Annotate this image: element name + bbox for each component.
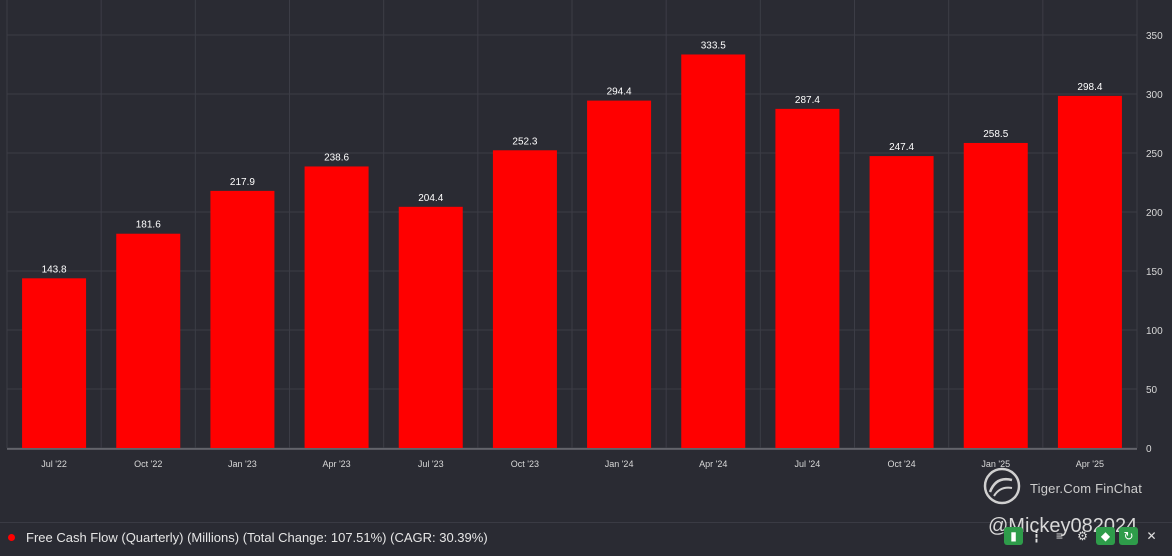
refresh-icon[interactable]: ↻ <box>1119 527 1138 545</box>
x-tick-label: Jan '23 <box>228 459 257 469</box>
y-tick-label: 100 <box>1146 326 1163 337</box>
bar[interactable] <box>963 142 1028 448</box>
bar-value-label: 204.4 <box>418 193 443 204</box>
bar-chart: 143.8 181.6 217.9 238.6 204.4 252.3 294.4 333.5… <box>6 0 1163 469</box>
bar-value-label: 247.4 <box>889 142 914 153</box>
x-tick-label: Apr '24 <box>699 459 727 469</box>
y-tick-label: 300 <box>1146 90 1163 101</box>
bar-value-label: 252.3 <box>512 136 537 147</box>
bar-value-label: 258.5 <box>983 129 1008 140</box>
x-tick-label: Apr '25 <box>1076 459 1104 469</box>
bar-value-label: 298.4 <box>1077 82 1102 93</box>
y-tick-label: 0 <box>1146 444 1152 455</box>
grid-lines <box>6 0 1138 450</box>
x-tick-label: Jul '23 <box>418 459 444 469</box>
y-tick-label: 200 <box>1146 208 1163 219</box>
x-tick-label: Jan '25 <box>981 459 1010 469</box>
bar[interactable] <box>22 278 87 448</box>
bar[interactable] <box>681 54 746 448</box>
y-tick-label: 50 <box>1146 385 1158 396</box>
bar[interactable] <box>304 166 369 448</box>
settings-icon[interactable]: ⚙ <box>1077 529 1088 543</box>
y-axis-ticks: 0 50 100 150 200 250 300 350 <box>1146 31 1163 455</box>
bar-value-label: 181.6 <box>136 220 161 231</box>
bar[interactable] <box>398 206 463 448</box>
bar-value-label: 238.6 <box>324 152 349 163</box>
list-icon[interactable]: ≡ <box>1055 529 1063 543</box>
y-tick-label: 350 <box>1146 31 1163 42</box>
legend: Free Cash Flow (Quarterly) (Millions) (T… <box>0 522 1172 556</box>
chart-toolbar: ▮ ┇ ≡ ⚙ ◆ ↻ ✕ <box>1004 527 1161 545</box>
close-icon[interactable]: ✕ <box>1146 529 1157 543</box>
x-tick-label: Apr '23 <box>322 459 350 469</box>
bar[interactable] <box>210 190 275 449</box>
x-axis-ticks: Jul '22 Oct '22 Jan '23 Apr '23 Jul '23 Oct '… <box>41 459 1104 469</box>
x-tick-label: Oct '23 <box>511 459 539 469</box>
x-tick-label: Oct '22 <box>134 459 162 469</box>
watermark-text: Tiger.Com FinChat <box>1030 481 1143 496</box>
data-labels: 143.8 181.6 217.9 238.6 204.4 252.3 294.4 333.5… <box>42 40 1103 275</box>
bar-value-label: 217.9 <box>230 177 255 188</box>
y-tick-label: 150 <box>1146 267 1163 278</box>
x-tick-label: Jul '22 <box>41 459 67 469</box>
tiger-logo-icon <box>983 467 1021 505</box>
legend-series-label: Free Cash Flow (Quarterly) (Millions) (T… <box>26 530 488 545</box>
bar-value-label: 333.5 <box>701 40 726 51</box>
bar[interactable] <box>1057 95 1122 448</box>
bar[interactable] <box>587 100 652 448</box>
candles-icon[interactable]: ┇ <box>1032 529 1041 543</box>
legend-series-marker <box>8 534 15 541</box>
bar[interactable] <box>775 108 840 449</box>
x-tick-label: Jan '24 <box>605 459 634 469</box>
tag-icon[interactable]: ◆ <box>1096 527 1115 545</box>
x-tick-label: Oct '24 <box>887 459 915 469</box>
y-tick-label: 250 <box>1146 149 1163 160</box>
bar-value-label: 294.4 <box>607 87 632 98</box>
x-tick-label: Jul '24 <box>795 459 821 469</box>
bar-chart-icon[interactable]: ▮ <box>1004 527 1023 545</box>
bar[interactable] <box>492 150 557 448</box>
bar-value-label: 287.4 <box>795 95 820 106</box>
bar[interactable] <box>869 156 934 448</box>
bar[interactable] <box>116 233 181 448</box>
bars <box>22 54 1122 449</box>
bar-value-label: 143.8 <box>42 264 67 275</box>
